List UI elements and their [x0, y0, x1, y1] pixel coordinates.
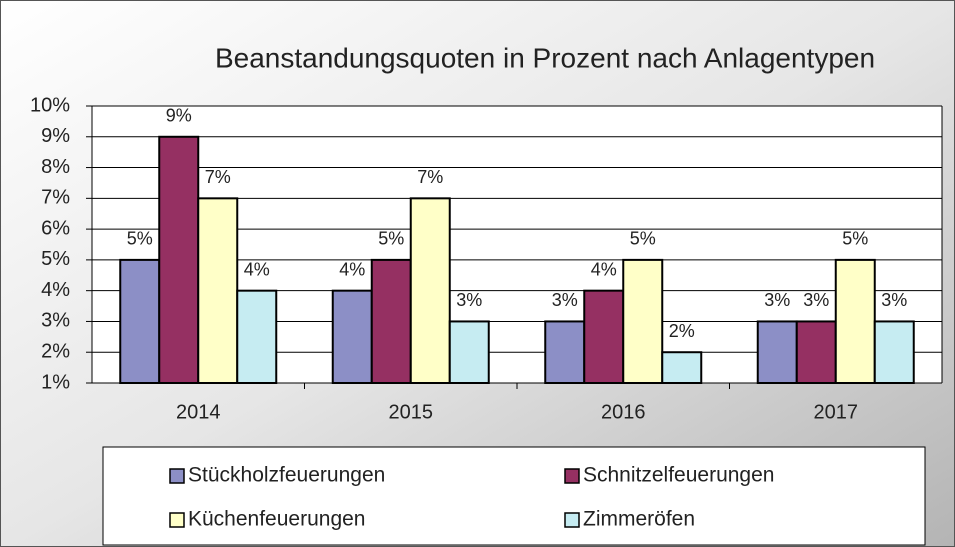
value-label: 9%	[166, 106, 192, 126]
bar	[119, 258, 161, 384]
value-label: 7%	[417, 167, 443, 187]
x-tick-label: 2016	[601, 401, 646, 423]
bar	[622, 258, 664, 384]
bar	[661, 351, 703, 385]
y-tick-label: 5%	[41, 248, 70, 270]
value-label: 5%	[378, 229, 404, 249]
bar	[236, 289, 278, 384]
y-tick-label: 1%	[41, 371, 70, 393]
y-tick-label: 9%	[41, 125, 70, 147]
value-label: 3%	[764, 290, 790, 310]
value-label: 5%	[127, 229, 153, 249]
y-tick-label: 4%	[41, 279, 70, 301]
legend-swatch	[169, 468, 185, 484]
bar	[756, 320, 798, 385]
y-tick-label: 8%	[41, 156, 70, 178]
x-tick-label: 2014	[176, 401, 221, 423]
bar	[544, 320, 586, 385]
y-tick-label: 3%	[41, 310, 70, 332]
x-tick-label: 2017	[814, 401, 859, 423]
bar	[873, 320, 915, 385]
bar	[583, 289, 625, 384]
value-label: 3%	[881, 290, 907, 310]
legend-swatch	[564, 468, 580, 484]
value-label: 2%	[669, 321, 695, 341]
y-tick-label: 7%	[41, 187, 70, 209]
x-tick-label: 2015	[389, 401, 434, 423]
bar	[409, 197, 451, 384]
bar	[448, 320, 490, 385]
bar	[795, 320, 837, 385]
value-label: 5%	[842, 229, 868, 249]
legend-swatch	[564, 512, 580, 528]
bar	[331, 289, 373, 384]
bar	[197, 197, 239, 384]
bar	[158, 135, 200, 384]
chart-title: Beanstandungsquoten in Prozent nach Anla…	[215, 42, 875, 73]
value-label: 3%	[552, 290, 578, 310]
value-label: 3%	[803, 290, 829, 310]
legend	[102, 446, 926, 546]
y-tick-label: 2%	[41, 341, 70, 363]
value-label: 3%	[456, 290, 482, 310]
legend-label: Zimmeröfen	[583, 508, 695, 531]
value-label: 5%	[630, 229, 656, 249]
legend-label: Schnitzelfeuerungen	[583, 464, 774, 487]
legend-label: Küchenfeuerungen	[188, 508, 366, 531]
value-label: 7%	[205, 167, 231, 187]
legend-swatch	[169, 512, 185, 528]
value-label: 4%	[591, 259, 617, 279]
value-label: 4%	[244, 259, 270, 279]
y-tick-label: 6%	[41, 217, 70, 239]
legend-label: Stückholzfeuerungen	[188, 464, 385, 487]
bar	[834, 258, 876, 384]
bar	[370, 258, 412, 384]
value-label: 4%	[339, 259, 365, 279]
y-tick-label: 10%	[30, 94, 70, 116]
